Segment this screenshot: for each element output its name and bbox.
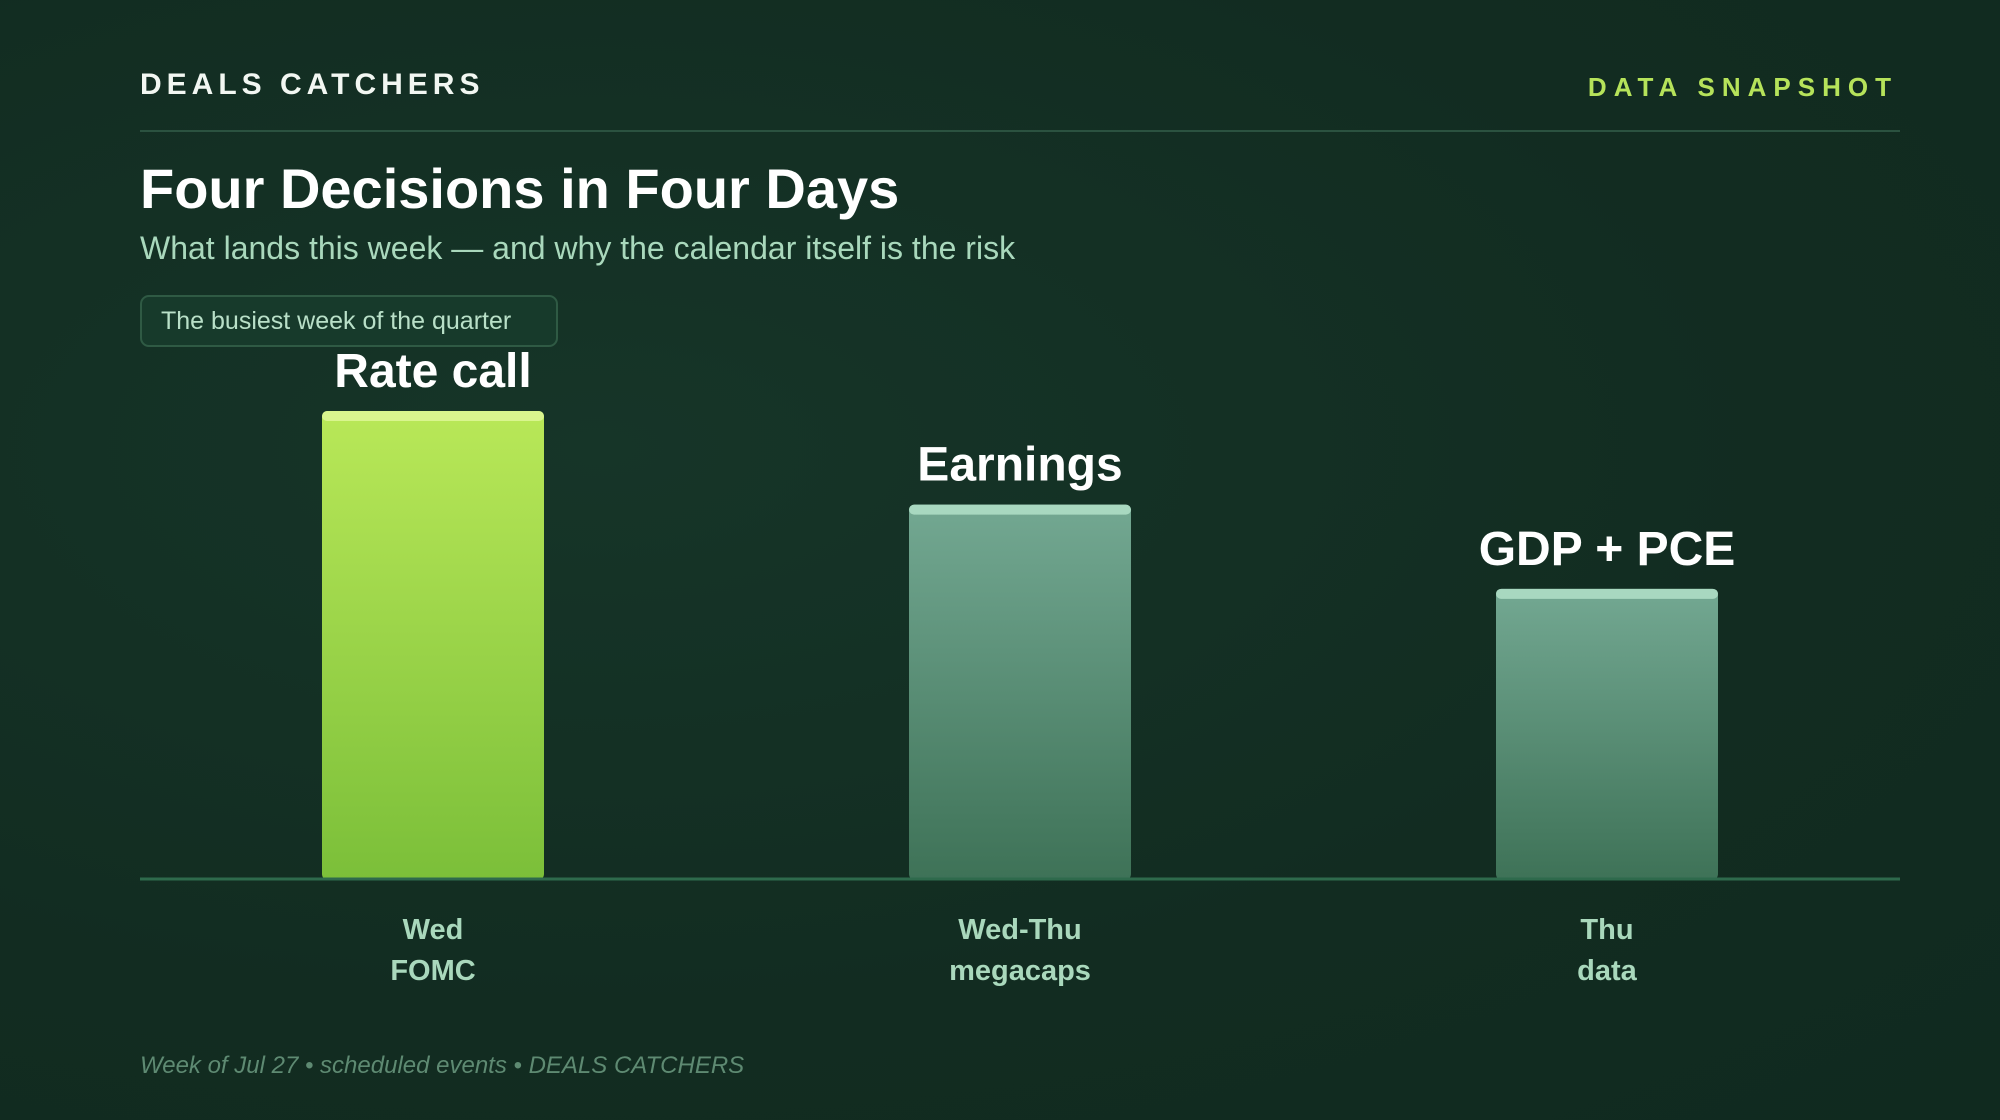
bar-1	[909, 504, 1131, 880]
bar-0	[322, 411, 544, 880]
x-tick-label-1-0: Wed-Thu	[958, 914, 1082, 946]
bar-label-1: Earnings	[917, 439, 1122, 492]
brand-name: DEALS CATCHERS	[140, 68, 485, 101]
x-tick-label-2-1: data	[1577, 955, 1638, 987]
footer-note: Week of Jul 27 • scheduled events • DEAL…	[140, 1052, 745, 1079]
x-tick-label-0-1: FOMC	[390, 955, 475, 987]
bar-cap-1	[909, 504, 1131, 515]
x-tick-label-2-0: Thu	[1580, 914, 1633, 946]
x-tick-label-1-1: megacaps	[949, 955, 1091, 987]
bar-cap-2	[1496, 588, 1718, 599]
bar-label-0: Rate call	[334, 345, 531, 398]
bar-2	[1496, 588, 1718, 880]
section-tag: DATA SNAPSHOT	[1587, 72, 1898, 102]
x-tick-label-0-0: Wed	[403, 914, 464, 946]
bar-cap-0	[322, 411, 544, 421]
callout-pill: The busiest week of the quarter	[140, 295, 558, 347]
bar-label-2: GDP + PCE	[1479, 523, 1736, 576]
page-subtitle: What lands this week — and why the calen…	[140, 230, 1016, 266]
header-divider	[140, 130, 1900, 132]
page-title: Four Decisions in Four Days	[140, 157, 900, 220]
